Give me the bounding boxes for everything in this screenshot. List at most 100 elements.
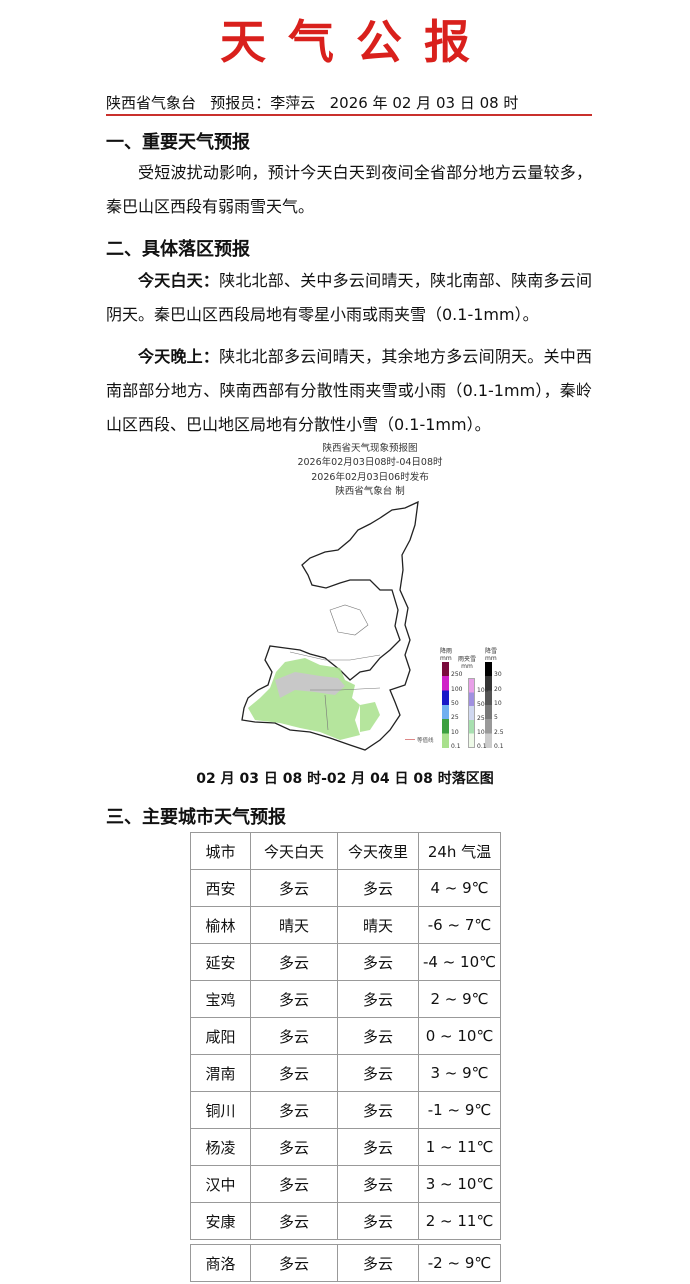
day-label: 今天白天：	[138, 271, 220, 290]
table-cell: -1 ~ 9℃	[418, 1091, 501, 1129]
legend-tick: 100	[477, 687, 489, 694]
legend-tick: 2.5	[494, 728, 504, 736]
table-cell: 多云	[250, 1128, 338, 1166]
table-row: 延安 多云 多云 -4 ~ 10℃	[190, 943, 501, 981]
table-cell: 多云	[250, 869, 338, 907]
legend-tick: 30	[494, 671, 502, 679]
legend-tick: 10	[451, 728, 459, 736]
table-cell: 多云	[250, 1202, 338, 1240]
table-cell: 多云	[250, 1244, 338, 1282]
bulletin-meta: 陕西省气象台 预报员：李萍云 2026 年 02 月 03 日 08 时	[106, 92, 592, 116]
table-cell: 杨凌	[190, 1128, 251, 1166]
table-cell: 渭南	[190, 1054, 251, 1092]
legend-sleet-bar	[468, 678, 475, 748]
table-cell: 商洛	[190, 1244, 251, 1282]
table-cell: 多云	[337, 1091, 419, 1129]
map-period: 2026年02月03日08时-04日08时	[297, 457, 443, 468]
table-cell: 多云	[337, 1202, 419, 1240]
legend-rain-bar	[442, 662, 449, 748]
legend-tick: 0.1	[451, 743, 461, 750]
page-title: 天气公报	[220, 15, 492, 69]
legend-rain-title: 降雨 mm	[440, 648, 453, 662]
legend-tick: 250	[451, 671, 463, 679]
table-cell: 2 ~ 11℃	[418, 1202, 501, 1240]
table-cell: 多云	[337, 1054, 419, 1092]
legend-tick: 5	[494, 714, 498, 722]
table-cell: 多云	[250, 1054, 338, 1092]
table-cell: -4 ~ 10℃	[418, 943, 501, 981]
table-row: 榆林 晴天 晴天 -6 ~ 7℃	[190, 906, 501, 944]
table-cell: 多云	[250, 1017, 338, 1055]
table-cell: 多云	[337, 1244, 419, 1282]
section1-heading: 一、重要天气预报	[106, 132, 250, 153]
city-boundaries	[289, 604, 381, 731]
table-cell: 城市	[190, 832, 251, 870]
night-label: 今天晚上：	[138, 347, 220, 366]
table-cell: 1 ~ 11℃	[418, 1128, 501, 1166]
table-cell: 晴天	[337, 906, 419, 944]
snow-area	[275, 672, 345, 698]
table-cell: 晴天	[250, 906, 338, 944]
table-cell: 今天白天	[250, 832, 338, 870]
legend-tick: 0.1	[494, 743, 504, 750]
table-cell: 铜川	[190, 1091, 251, 1129]
table-cell: 多云	[337, 943, 419, 981]
contour-label: 等值线	[417, 738, 434, 744]
legend-tick: 50	[477, 701, 485, 708]
table-row: 汉中 多云 多云 3 ~ 10℃	[190, 1165, 501, 1203]
table-cell: 多云	[250, 943, 338, 981]
table-cell: -2 ~ 9℃	[418, 1244, 501, 1282]
section2-day: 今天白天：陕北北部、关中多云间晴天，陕北南部、陕南多云间阴天。秦巴山区西段局地有…	[106, 264, 592, 332]
city-forecast-table-last: 商洛 多云 多云 -2 ~ 9℃	[190, 1244, 501, 1282]
province-map	[241, 500, 419, 751]
table-cell: 多云	[337, 1017, 419, 1055]
legend-snow-title: 降雪 mm	[485, 648, 498, 662]
table-cell: 西安	[190, 869, 251, 907]
table-cell: 3 ~ 9℃	[418, 1054, 501, 1092]
table-cell: 4 ~ 9℃	[418, 869, 501, 907]
legend-tick: 20	[494, 685, 502, 693]
table-row: 城市 今天白天 今天夜里 24h 气温	[190, 832, 501, 870]
table-cell: 3 ~ 10℃	[418, 1165, 501, 1203]
table-cell: 多云	[337, 1128, 419, 1166]
table-cell: 多云	[250, 980, 338, 1018]
legend-tick: 100	[451, 685, 463, 693]
section2-heading: 二、具体落区预报	[106, 239, 250, 260]
table-row: 杨凌 多云 多云 1 ~ 11℃	[190, 1128, 501, 1166]
day-text: 陕北北部、关中多云间晴天，陕北南部、陕南多云间阴天。秦巴山区西段局地有零星小雨或…	[106, 271, 592, 324]
table-cell: 延安	[190, 943, 251, 981]
city-forecast-table: 城市 今天白天 今天夜里 24h 气温 西安 多云 多云 4 ~ 9℃ 榆林 晴天 晴天 -6 ~ 7…	[190, 832, 501, 1240]
legend-tick: 25	[477, 715, 485, 722]
legend-snow-bar	[485, 662, 492, 748]
map-maker: 陕西省气象台 制	[335, 486, 405, 497]
legend-tick: 0.1	[477, 743, 487, 750]
table-cell: 24h 气温	[418, 832, 501, 870]
table-row: 咸阳 多云 多云 0 ~ 10℃	[190, 1017, 501, 1055]
table-row: 渭南 多云 多云 3 ~ 9℃	[190, 1054, 501, 1092]
map-issued: 2026年02月03日06时发布	[311, 472, 429, 483]
section1-text: 受短波扰动影响，预计今天白天到夜间全省部分地方云量较多，秦巴山区西段有弱雨雪天气…	[106, 163, 592, 216]
table-row: 西安 多云 多云 4 ~ 9℃	[190, 869, 501, 907]
section3-heading: 三、主要城市天气预报	[106, 807, 286, 828]
table-row: 铜川 多云 多云 -1 ~ 9℃	[190, 1091, 501, 1129]
table-cell: 宝鸡	[190, 980, 251, 1018]
table-cell: 安康	[190, 1202, 251, 1240]
legend-tick: 25	[451, 714, 459, 722]
table-cell: 多云	[250, 1165, 338, 1203]
table-cell: 多云	[250, 1091, 338, 1129]
map-caption: 02 月 03 日 08 时-02 月 04 日 08 时落区图	[196, 771, 494, 787]
map-title: 陕西省天气现象预报图	[322, 443, 418, 454]
table-cell: 榆林	[190, 906, 251, 944]
table-row: 宝鸡 多云 多云 2 ~ 9℃	[190, 980, 501, 1018]
rain-area	[248, 658, 360, 740]
table-cell: 汉中	[190, 1165, 251, 1203]
table-row: 商洛 多云 多云 -2 ~ 9℃	[190, 1244, 501, 1282]
legend-sleet-title: 雨夹雪 mm	[458, 656, 477, 670]
legend-tick: 50	[451, 700, 459, 707]
table-cell: 0 ~ 10℃	[418, 1017, 501, 1055]
table-cell: 今天夜里	[337, 832, 419, 870]
legend-tick: 10	[477, 729, 485, 736]
legend-tick: 10	[494, 700, 502, 707]
forecast-map: 陕西省天气现象预报图 2026年02月03日08时-04日08时 2026年02…	[230, 440, 510, 760]
table-cell: 2 ~ 9℃	[418, 980, 501, 1018]
